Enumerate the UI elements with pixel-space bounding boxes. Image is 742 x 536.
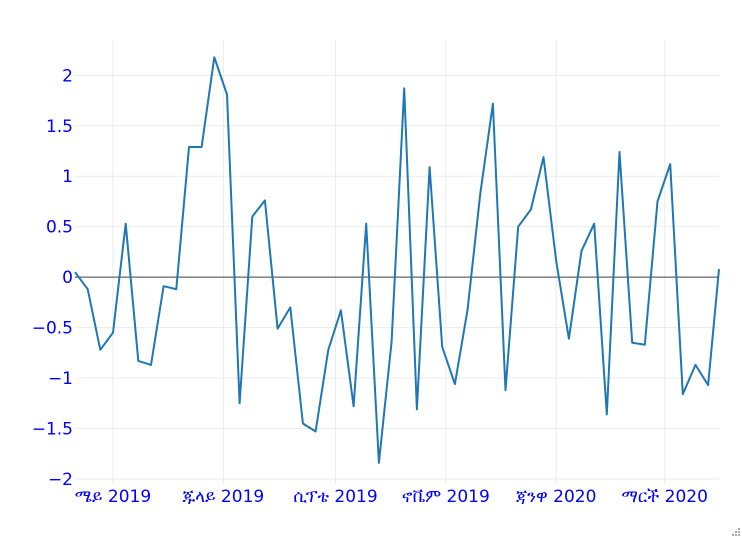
x-tick-label: ጃንዋ 2020	[516, 487, 596, 507]
y-tick-label: 1	[62, 167, 73, 187]
x-tick-label: ማርች 2020	[621, 487, 707, 507]
series-line	[74, 56, 720, 464]
gridlines	[75, 40, 719, 484]
series-layer	[74, 56, 720, 464]
x-axis-ticks: ሜይ 2019 ጁላይ 2019 ሲፕቴ 2019 ኖቬም 2019 ጃንዋ 2020 ማ…	[75, 487, 708, 507]
resize-handle-icon[interactable]	[732, 528, 740, 536]
y-tick-label: 0.5	[46, 218, 73, 238]
x-tick-label: ኖቬም 2019	[402, 487, 490, 507]
y-axis-ticks: −2 −1.5 −1 −0.5 0 0.5 1 1.5 2	[32, 66, 73, 490]
y-tick-label: 1.5	[46, 117, 73, 137]
x-tick-label: ሜይ 2019	[75, 487, 151, 507]
y-tick-label: −1	[48, 369, 73, 389]
y-tick-label: −0.5	[32, 319, 73, 339]
y-tick-label: 2	[62, 66, 73, 86]
y-tick-label: −1.5	[32, 420, 73, 440]
y-tick-label: 0	[62, 268, 73, 288]
x-tick-label: ጁላይ 2019	[182, 487, 264, 507]
x-tick-label: ሲፕቴ 2019	[293, 487, 377, 507]
y-tick-label: −2	[48, 470, 73, 490]
